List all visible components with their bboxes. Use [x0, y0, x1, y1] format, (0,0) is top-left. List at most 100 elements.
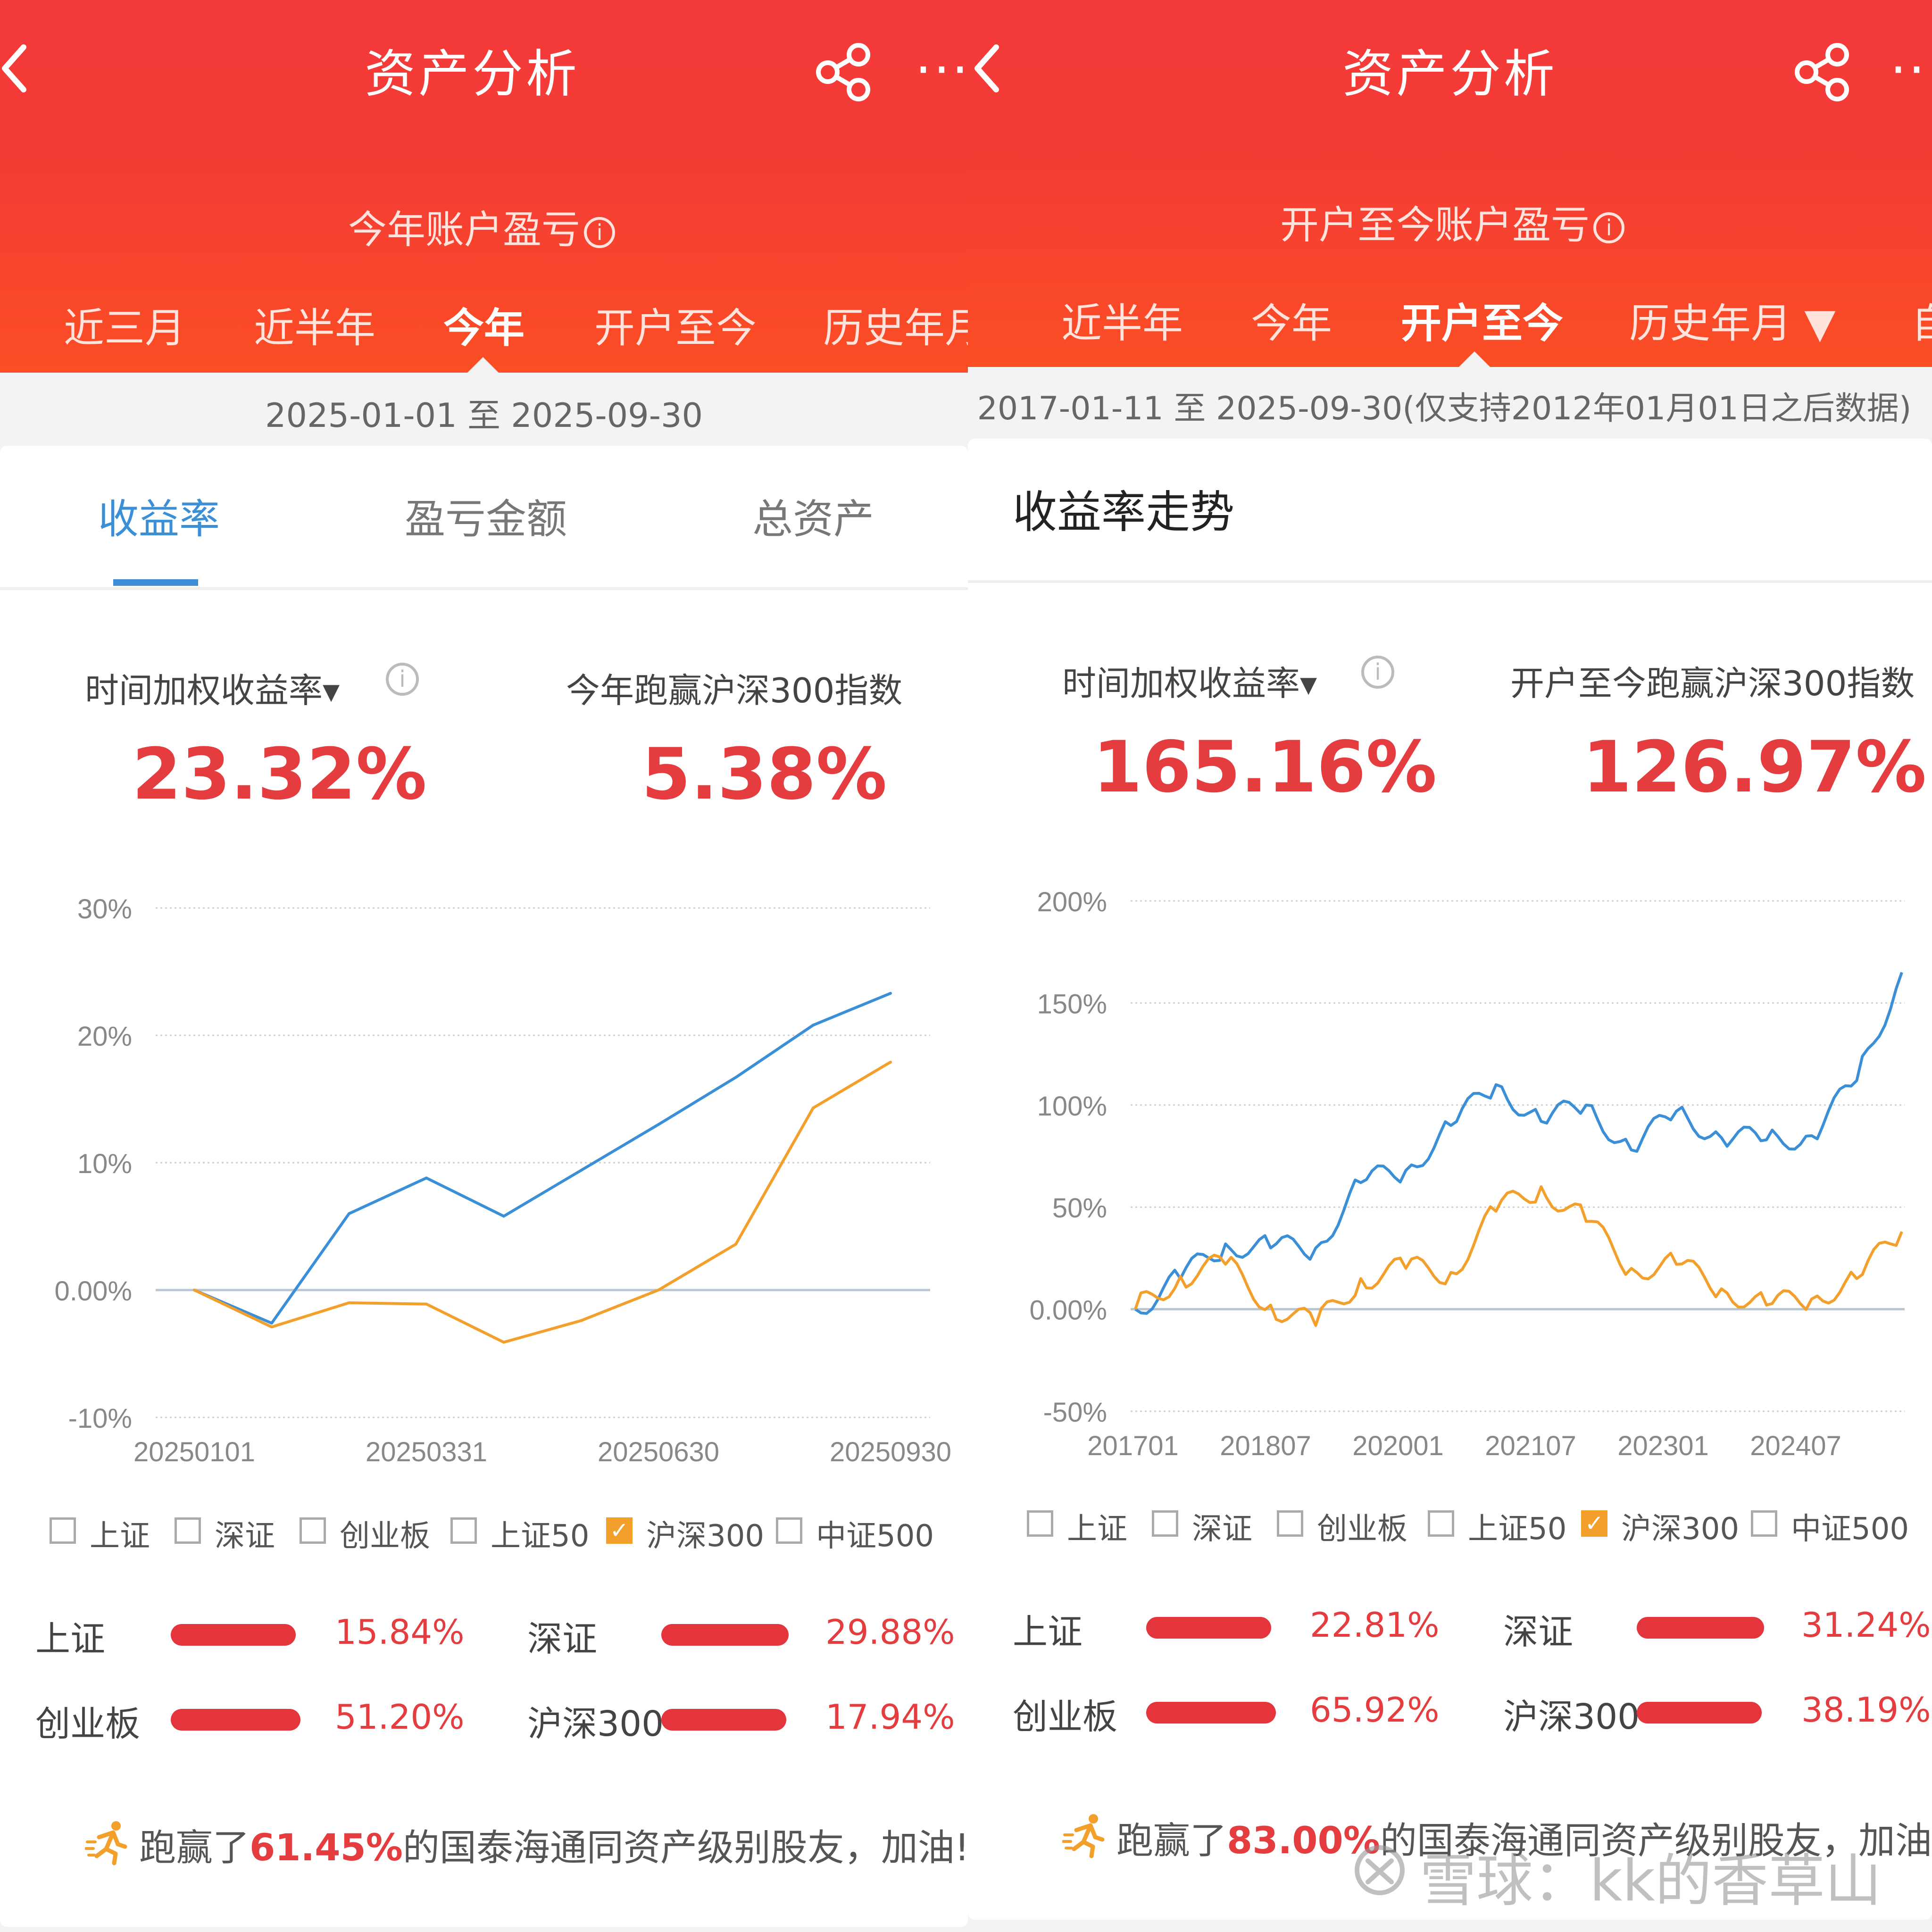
- tab-since-opening[interactable]: 开户至今: [594, 305, 757, 352]
- return-line-chart: 30% 20% 10% 0.00% -10%20250101 20250331 202506…: [55, 894, 952, 1467]
- y-tick-label: 10%: [77, 1149, 132, 1179]
- x-tick-label: 201807: [1220, 1431, 1311, 1461]
- y-tick-label: 30%: [77, 894, 132, 924]
- x-tick-label: 20250101: [133, 1437, 255, 1467]
- hs300-index-line: [1134, 1185, 1903, 1327]
- index-bar: [661, 1709, 786, 1731]
- index-name: 创业板: [35, 1704, 140, 1744]
- active-tab-indicator: [467, 357, 499, 373]
- info-icon[interactable]: i: [1361, 656, 1394, 689]
- analysis-card: [0, 446, 968, 1927]
- index-name: 深证: [527, 1619, 597, 1659]
- data-point: [348, 1301, 350, 1304]
- y-tick-label: -50%: [1043, 1397, 1107, 1428]
- return-line-chart: 200% 150% 100% 50% 0.00% -50%201701 201807 2020…: [1030, 887, 1905, 1461]
- subtitle[interactable]: 开户至今账户盈亏 i: [970, 193, 1932, 250]
- metric-value: 165.16%: [1093, 726, 1437, 808]
- y-tick-label: 20%: [77, 1021, 132, 1052]
- data-point: [193, 1289, 196, 1291]
- index-name: 创业板: [1013, 1697, 1117, 1737]
- index-value: 31.24%: [1801, 1605, 1931, 1645]
- subtab-total-assets[interactable]: 总资产: [752, 496, 874, 543]
- index-bar: [171, 1709, 300, 1731]
- x-tick-label: 20250331: [366, 1437, 487, 1467]
- header-bar: [0, 0, 968, 373]
- data-point: [580, 1319, 583, 1322]
- more-icon[interactable]: ···: [915, 40, 968, 100]
- data-point: [734, 1076, 737, 1079]
- data-point: [502, 1215, 505, 1218]
- index-name: 深证: [1503, 1612, 1573, 1652]
- tab-custom[interactable]: 自: [1911, 300, 1932, 347]
- subtitle[interactable]: 今年账户盈亏 i: [0, 198, 966, 254]
- index-name: 上证: [35, 1619, 105, 1659]
- subtitle-text: 今年账户盈亏: [348, 208, 580, 252]
- tab-since-opening[interactable]: 开户至今: [1401, 300, 1563, 347]
- header-bar: [968, 0, 1932, 367]
- subtab-pnl-amount[interactable]: 盈亏金额: [405, 496, 567, 543]
- data-point: [812, 1024, 815, 1027]
- x-tick-label: 202301: [1617, 1431, 1709, 1461]
- divider: [968, 580, 1932, 583]
- share-icon[interactable]: [1792, 42, 1854, 103]
- account-return-line: [1134, 972, 1903, 1315]
- subtab-underline: [113, 579, 198, 586]
- index-value: 38.19%: [1801, 1690, 1931, 1730]
- runner-icon: [85, 1821, 127, 1865]
- tab-this-year[interactable]: 今年: [1251, 300, 1332, 347]
- back-arrow-icon[interactable]: [0, 42, 33, 94]
- index-value: 51.20%: [335, 1697, 465, 1737]
- tab-half-year[interactable]: 近半年: [1061, 300, 1183, 347]
- beat-index-label: 开户至今跑赢沪深300指数: [1510, 664, 1915, 703]
- info-icon[interactable]: i: [1593, 212, 1624, 243]
- x-tick-label: 20250630: [598, 1437, 719, 1467]
- section-title: 收益率走势: [1013, 487, 1235, 538]
- index-bar: [1146, 1702, 1276, 1724]
- data-point: [425, 1176, 428, 1180]
- xueqiu-logo-icon: [1355, 1845, 1405, 1895]
- beat-peers-text: 跑赢了61.45%的国泰海通同资产级别股友，加油!: [139, 1827, 968, 1869]
- beat-index-label: 今年跑赢沪深300指数: [566, 671, 903, 710]
- share-icon[interactable]: [814, 42, 875, 103]
- back-arrow-icon[interactable]: [970, 42, 1003, 94]
- watermark: 雪球：kk的香草山: [1420, 1849, 1882, 1914]
- data-point: [270, 1322, 273, 1325]
- tab-this-year[interactable]: 今年: [443, 305, 525, 352]
- data-point: [270, 1325, 273, 1329]
- data-point: [734, 1242, 737, 1246]
- right-screenshot: 资产分析 ·· 开户至今账户盈亏 i 近半年 今年 开户至今 历史年月 ▼ 自 2…: [968, 0, 1932, 1932]
- tab-half-year[interactable]: 近半年: [254, 305, 375, 352]
- info-icon[interactable]: i: [584, 217, 615, 248]
- more-icon[interactable]: ··: [1890, 40, 1927, 100]
- beat-index-value: 126.97%: [1582, 726, 1927, 808]
- metric-value: 23.32%: [132, 733, 427, 816]
- runner-icon: [1062, 1814, 1105, 1858]
- index-value: 15.84%: [335, 1612, 465, 1652]
- index-value: 17.94%: [825, 1697, 955, 1737]
- y-tick-label: 0.00%: [55, 1276, 132, 1307]
- info-icon[interactable]: i: [386, 663, 419, 696]
- tab-history-month[interactable]: 历史年月: [823, 305, 968, 352]
- y-tick-label: 200%: [1037, 887, 1107, 917]
- left-screenshot: 资产分析 ··· 今年账户盈亏 i 近三月 近半年 今年 开户至今 历史年月 20…: [0, 0, 968, 1927]
- metric-dropdown[interactable]: 时间加权收益率▾: [1062, 664, 1317, 703]
- index-name: 沪深300: [527, 1704, 664, 1744]
- subtitle-text: 开户至今账户盈亏: [1280, 203, 1590, 248]
- data-point: [889, 991, 892, 995]
- index-bar: [1637, 1702, 1762, 1724]
- data-point: [348, 1212, 350, 1215]
- data-point: [580, 1169, 583, 1172]
- tab-3-months[interactable]: 近三月: [64, 305, 185, 352]
- subtab-return-rate[interactable]: 收益率: [98, 496, 220, 543]
- tab-history-month[interactable]: 历史年月 ▼: [1629, 300, 1836, 347]
- x-tick-label: 202407: [1750, 1431, 1841, 1461]
- x-tick-label: 202001: [1352, 1431, 1444, 1461]
- date-range: 2017-01-11 至 2025-09-30(仅支持2012年01月01日之后…: [977, 390, 1912, 427]
- beat-index-value: 5.38%: [641, 733, 887, 816]
- divider: [0, 587, 968, 590]
- account-return-line: [193, 992, 891, 1325]
- metric-dropdown[interactable]: 时间加权收益率▾: [85, 671, 340, 710]
- y-tick-label: 50%: [1052, 1193, 1107, 1224]
- index-value: 65.92%: [1310, 1690, 1440, 1730]
- page-title: 资产分析: [364, 45, 580, 104]
